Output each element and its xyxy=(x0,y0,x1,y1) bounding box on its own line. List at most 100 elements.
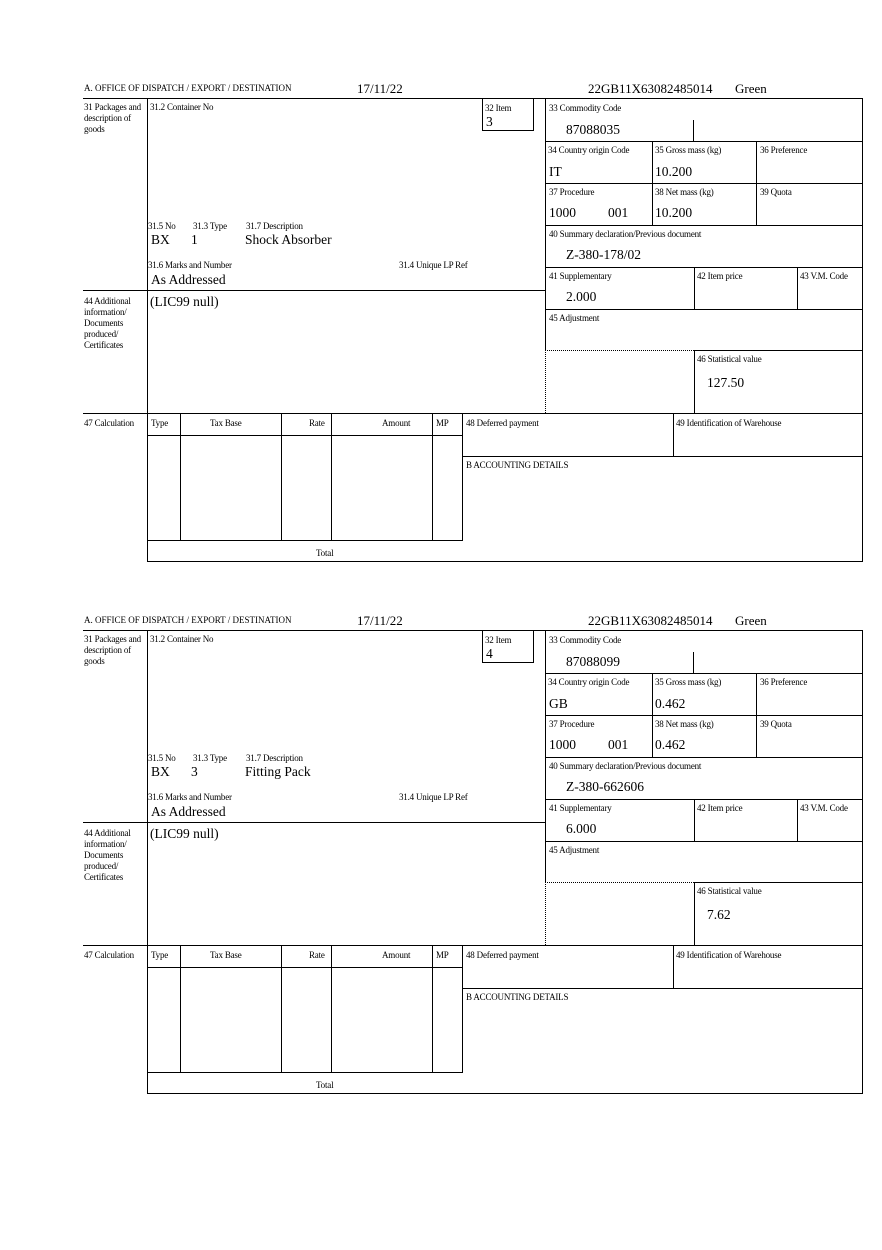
divider xyxy=(862,630,863,1094)
item-value: 3 xyxy=(486,114,493,129)
divider xyxy=(545,225,863,226)
divider xyxy=(545,799,863,800)
divider xyxy=(694,267,695,309)
procedure: 1000 xyxy=(549,737,576,752)
statistical-value-label: 46 Statistical value xyxy=(697,886,762,896)
calc-type-header: Type xyxy=(151,418,169,428)
net-mass-label: 38 Net mass (kg) xyxy=(655,187,714,197)
item-label: 32 Item xyxy=(485,103,512,113)
warehouse-label: 49 Identification of Warehouse xyxy=(676,950,782,960)
divider xyxy=(281,413,282,540)
divider xyxy=(673,945,674,988)
calc-amount-header: Amount xyxy=(382,418,411,428)
gross-mass-label: 35 Gross mass (kg) xyxy=(655,677,722,687)
date: 17/11/22 xyxy=(357,81,403,96)
divider xyxy=(545,630,546,882)
divider xyxy=(83,945,863,946)
divider xyxy=(331,413,332,540)
description: Shock Absorber xyxy=(245,232,332,247)
statistical-value: 127.50 xyxy=(707,375,745,390)
divider xyxy=(545,841,863,842)
package-type-label: 31.3 Type xyxy=(193,221,227,231)
packages-label: 31 Packages and description of goods xyxy=(84,102,141,134)
commodity-label: 33 Commodity Code xyxy=(549,635,622,645)
statistical-value-label: 46 Statistical value xyxy=(697,354,762,364)
item-value: 4 xyxy=(486,646,493,661)
marks-label: 31.6 Marks and Number xyxy=(148,260,232,270)
calc-mp-header: MP xyxy=(436,950,449,960)
item-label: 32 Item xyxy=(485,635,512,645)
gross-mass: 0.462 xyxy=(655,696,686,711)
divider xyxy=(533,98,534,130)
divider xyxy=(462,456,863,457)
previous-doc-label: 40 Summary declaration/Previous document xyxy=(549,761,702,771)
divider xyxy=(862,98,863,562)
divider xyxy=(462,945,463,1072)
procedure-additional: 001 xyxy=(608,737,629,752)
package-kind: BX xyxy=(151,764,170,779)
adjustment-label: 45 Adjustment xyxy=(549,313,600,323)
vm-code-label: 43 V.M. Code xyxy=(800,803,848,813)
divider xyxy=(432,413,433,540)
divider xyxy=(83,630,863,631)
calculation-label: 47 Calculation xyxy=(84,418,134,428)
divider xyxy=(147,98,148,562)
calc-rate-header: Rate xyxy=(309,950,325,960)
marks-label: 31.6 Marks and Number xyxy=(148,792,232,802)
packages-label: 31 Packages and description of goods xyxy=(84,634,141,666)
supplementary-label: 41 Supplementary xyxy=(549,803,612,813)
divider xyxy=(797,267,798,309)
divider xyxy=(533,630,534,662)
description-label: 31.7 Description xyxy=(246,221,303,231)
item-price-label: 42 Item price xyxy=(697,803,743,813)
divider xyxy=(147,1093,863,1094)
divider xyxy=(180,413,181,540)
statistical-value: 7.62 xyxy=(707,907,731,922)
calc-total-label: Total xyxy=(316,548,334,558)
marks: As Addressed xyxy=(151,804,226,819)
route: Green xyxy=(735,613,767,628)
divider xyxy=(756,141,757,225)
route: Green xyxy=(735,81,767,96)
divider xyxy=(693,120,694,141)
divider xyxy=(545,141,863,142)
adjustment-label: 45 Adjustment xyxy=(549,845,600,855)
container-label: 31.2 Container No xyxy=(150,102,214,112)
calc-total-label: Total xyxy=(316,1080,334,1090)
calc-amount-header: Amount xyxy=(382,950,411,960)
date: 17/11/22 xyxy=(357,613,403,628)
previous-doc-label: 40 Summary declaration/Previous document xyxy=(549,229,702,239)
calc-rate-header: Rate xyxy=(309,418,325,428)
divider xyxy=(83,413,863,414)
package-count: 1 xyxy=(191,232,198,247)
accounting-details-label: B ACCOUNTING DETAILS xyxy=(466,460,569,470)
preference-label: 36 Preference xyxy=(760,677,808,687)
divider xyxy=(432,945,433,1072)
divider xyxy=(462,413,463,540)
divider xyxy=(694,350,695,413)
unique-ref-label: 31.4 Unique LP Ref xyxy=(399,792,468,802)
package-no-label: 31.5 No xyxy=(148,753,176,763)
divider xyxy=(545,882,546,945)
divider xyxy=(331,945,332,1072)
container-label: 31.2 Container No xyxy=(150,634,214,644)
divider xyxy=(147,1072,463,1073)
deferred-payment-label: 48 Deferred payment xyxy=(466,950,539,960)
package-no-label: 31.5 No xyxy=(148,221,176,231)
previous-document: Z-380-178/02 xyxy=(566,247,641,262)
divider xyxy=(83,98,863,99)
divider xyxy=(545,673,863,674)
country-origin-label: 34 Country origin Code xyxy=(548,677,630,687)
country-origin-label: 34 Country origin Code xyxy=(548,145,630,155)
country-origin: IT xyxy=(549,164,562,179)
reference-number: 22GB11X63082485014 xyxy=(588,81,713,96)
divider xyxy=(694,882,695,945)
divider xyxy=(180,945,181,1072)
divider xyxy=(545,98,546,350)
divider xyxy=(482,630,483,662)
gross-mass-label: 35 Gross mass (kg) xyxy=(655,145,722,155)
description-label: 31.7 Description xyxy=(246,753,303,763)
divider xyxy=(482,98,483,130)
quota-label: 39 Quota xyxy=(760,719,792,729)
divider xyxy=(545,882,694,883)
